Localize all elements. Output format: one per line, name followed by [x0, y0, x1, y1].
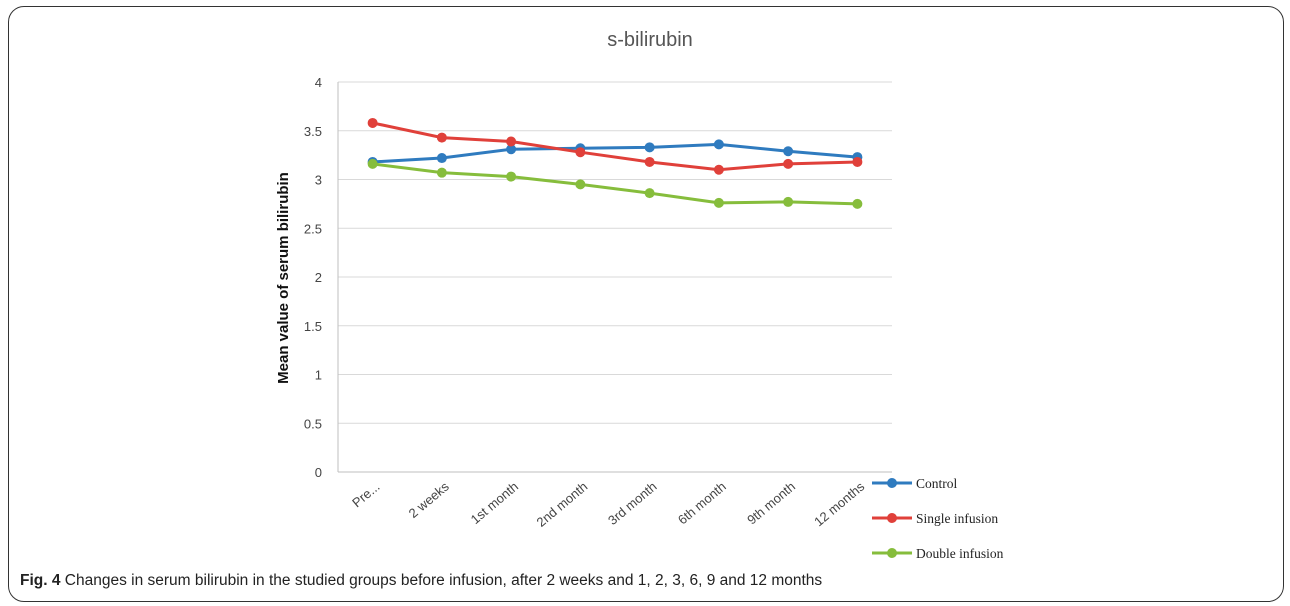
data-point: [575, 147, 586, 158]
data-point: [783, 158, 794, 169]
data-point: [436, 167, 447, 178]
data-point: [783, 196, 794, 207]
data-point: [852, 198, 863, 209]
legend-swatch-marker: [887, 478, 897, 488]
data-point: [713, 164, 724, 175]
data-point: [644, 156, 655, 167]
y-axis-label: Mean value of serum bilirubin: [275, 172, 292, 384]
y-tick-label: 0: [315, 465, 322, 480]
data-point: [367, 158, 378, 169]
legend-swatch-marker: [887, 513, 897, 523]
gridlines: [338, 81, 892, 424]
x-tick-label: Pre...: [349, 479, 382, 510]
y-tick-label: 4: [315, 75, 322, 90]
y-tick-label: 2.5: [304, 221, 322, 236]
series-line: [372, 121, 858, 172]
data-point: [783, 146, 794, 157]
axes: 0 0.5 1 1.5 2 2.5 3 3.5 4 Pre... 2 weeks 1st month 2…: [304, 75, 892, 530]
data-point: [644, 142, 655, 153]
x-tick-label: 1st month: [468, 479, 521, 527]
y-tick-label: 1: [315, 368, 322, 383]
chart-title: s-bilirubin: [607, 29, 693, 51]
data-point: [367, 117, 378, 128]
legend: Control Single infusion Double infusion: [872, 476, 1004, 561]
y-tick-label: 3.5: [304, 124, 322, 139]
data-point: [713, 197, 724, 208]
series-lines: [367, 117, 863, 209]
caption-label: Fig. 4: [20, 572, 61, 589]
data-point: [713, 139, 724, 150]
y-tick-label: 2: [315, 270, 322, 285]
x-tick-label: 2nd month: [534, 479, 591, 530]
data-point: [575, 179, 586, 190]
series-line: [372, 162, 858, 206]
legend-label: Single infusion: [916, 511, 998, 526]
legend-label: Double infusion: [916, 546, 1004, 561]
x-tick-label: 6th month: [675, 479, 729, 528]
y-tick-label: 3: [315, 173, 322, 188]
data-point: [506, 171, 517, 182]
caption-text: Changes in serum bilirubin in the studie…: [64, 572, 823, 589]
data-point: [436, 153, 447, 164]
data-point: [644, 188, 655, 199]
figure-frame: [8, 6, 1284, 602]
legend-label: Control: [916, 476, 958, 491]
x-tick-label: 12 months: [811, 478, 868, 529]
y-tick-label: 1.5: [304, 319, 322, 334]
x-tick-label: 3rd month: [605, 479, 659, 528]
x-tick-label: 9th month: [744, 479, 798, 528]
data-point: [852, 156, 863, 167]
legend-swatch-marker: [887, 548, 897, 558]
data-point: [506, 136, 517, 147]
x-tick-label: 2 weeks: [406, 478, 453, 520]
y-tick-label: 0.5: [304, 416, 322, 431]
data-point: [506, 144, 517, 155]
series-line: [372, 142, 858, 164]
figure-caption: Fig. 4 Changes in serum bilirubin in the…: [20, 572, 822, 590]
data-point: [436, 132, 447, 143]
